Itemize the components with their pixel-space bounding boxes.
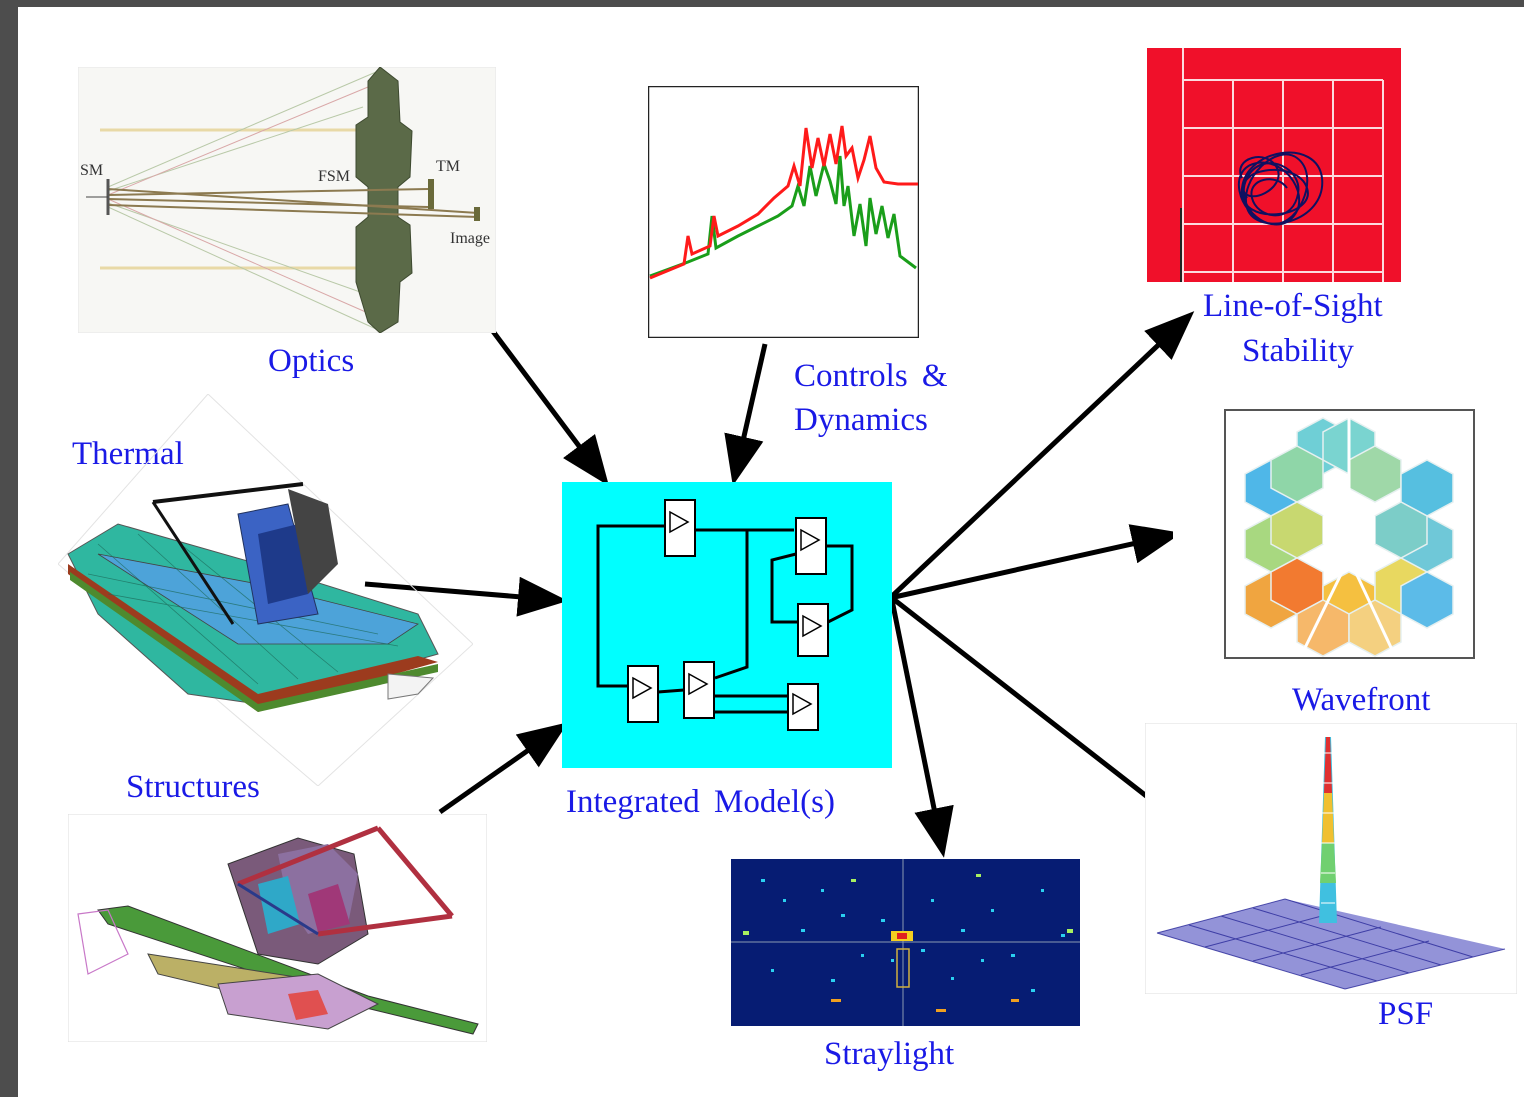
label-controls-line2: Dynamics: [794, 402, 928, 438]
label-los-line1: Line-of-Sight: [1203, 288, 1383, 324]
label-structures: Structures: [126, 769, 260, 805]
label-integrated-model: Integrated Model(s): [566, 784, 835, 820]
label-controls-line1: Controls &: [794, 358, 948, 394]
arrow-structures-to-model: [438, 722, 569, 815]
optics-fsm-label: FSM: [318, 168, 350, 185]
thermal-model-image: [58, 394, 473, 786]
los-jitter-trace: [1238, 151, 1324, 226]
optics-sm-label: SM: [80, 162, 103, 179]
integrated-model-diagram: [562, 482, 892, 768]
optics-image: SM FSM TM Image: [78, 67, 496, 333]
optics-tm-label: TM: [436, 158, 460, 175]
label-psf: PSF: [1378, 996, 1434, 1032]
arrow-model-to-wavefront: [889, 524, 1182, 601]
controls-red-trace: [649, 125, 918, 280]
label-los-line2: Stability: [1242, 333, 1354, 369]
arrow-thermal-to-model: [364, 576, 568, 617]
arrow-model-to-los: [888, 311, 1195, 600]
wavefront-map-image: [1173, 398, 1523, 670]
arrow-controls-to-model: [724, 343, 768, 486]
label-straylight: Straylight: [824, 1036, 955, 1072]
label-optics: Optics: [268, 343, 355, 379]
arrow-optics-to-model: [478, 312, 609, 486]
controls-plot-image: [648, 86, 919, 338]
arrow-model-to-straylight: [889, 599, 954, 858]
psf-surface-image: [1145, 723, 1517, 994]
label-wavefront: Wavefront: [1292, 682, 1431, 718]
structures-fem-image: [68, 814, 487, 1042]
straylight-map-image: [731, 859, 1080, 1026]
controls-green-trace: [649, 155, 917, 278]
optics-image-label: Image: [450, 230, 490, 247]
los-plot-image: [1147, 48, 1401, 282]
